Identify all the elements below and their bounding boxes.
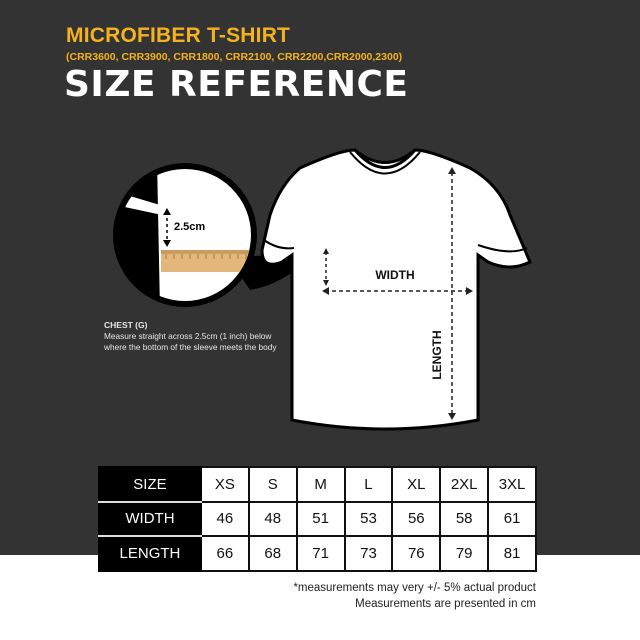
model-list: (CRR3600, CRR3900, CRR1800, CRR2100, CRR… bbox=[66, 51, 403, 63]
value-cell: 79 bbox=[439, 535, 490, 572]
chest-text: Measure straight across 2.5cm (1 inch) b… bbox=[104, 331, 277, 352]
value-cell: 51 bbox=[295, 500, 346, 538]
value-cell: 76 bbox=[391, 535, 442, 572]
size-cell: XL bbox=[391, 466, 442, 503]
size-table: SIZE XS S M L XL 2XL 3XL WIDTH 46 48 51 … bbox=[98, 466, 537, 572]
ruler bbox=[161, 250, 251, 272]
offset-label: 2.5cm bbox=[174, 221, 205, 233]
value-cell: 61 bbox=[487, 500, 537, 538]
tshirt-diagram: WIDTH LENGTH 2.5cm bbox=[113, 148, 532, 431]
row-label: LENGTH bbox=[98, 535, 202, 572]
size-cell: XS bbox=[199, 466, 250, 503]
value-cell: 56 bbox=[391, 500, 442, 538]
value-cell: 53 bbox=[343, 500, 394, 538]
table-row: LENGTH 66 68 71 73 76 79 81 bbox=[98, 535, 537, 572]
table-header-row: SIZE XS S M L XL 2XL 3XL bbox=[98, 466, 537, 503]
footnote: *measurements may very +/- 5% actual pro… bbox=[293, 580, 536, 612]
width-label: WIDTH bbox=[375, 268, 414, 282]
size-cell: 3XL bbox=[487, 466, 537, 503]
zoom-detail-bubble: 2.5cm bbox=[113, 163, 257, 307]
value-cell: 58 bbox=[439, 500, 490, 538]
product-title: MICROFIBER T-SHIRT bbox=[66, 24, 291, 47]
row-label: WIDTH bbox=[98, 500, 202, 538]
row-label: SIZE bbox=[98, 466, 202, 503]
value-cell: 46 bbox=[199, 500, 250, 538]
length-label: LENGTH bbox=[430, 330, 444, 379]
page-heading: SIZE REFERENCE bbox=[64, 64, 409, 105]
value-cell: 68 bbox=[247, 535, 298, 572]
table-row: WIDTH 46 48 51 53 56 58 61 bbox=[98, 500, 537, 538]
size-cell: S bbox=[247, 466, 298, 503]
chest-title: CHEST (G) bbox=[104, 320, 148, 330]
chest-instructions: CHEST (G) Measure straight across 2.5cm … bbox=[104, 320, 284, 353]
size-cell: L bbox=[343, 466, 394, 503]
value-cell: 71 bbox=[295, 535, 346, 572]
value-cell: 48 bbox=[247, 500, 298, 538]
size-cell: M bbox=[295, 466, 346, 503]
value-cell: 66 bbox=[199, 535, 250, 572]
tolerance-note: *measurements may very +/- 5% actual pro… bbox=[293, 582, 536, 594]
value-cell: 81 bbox=[487, 535, 537, 572]
tshirt-illustration bbox=[260, 148, 532, 431]
units-note: Measurements are presented in cm bbox=[355, 598, 536, 610]
value-cell: 73 bbox=[343, 535, 394, 572]
size-cell: 2XL bbox=[439, 466, 490, 503]
